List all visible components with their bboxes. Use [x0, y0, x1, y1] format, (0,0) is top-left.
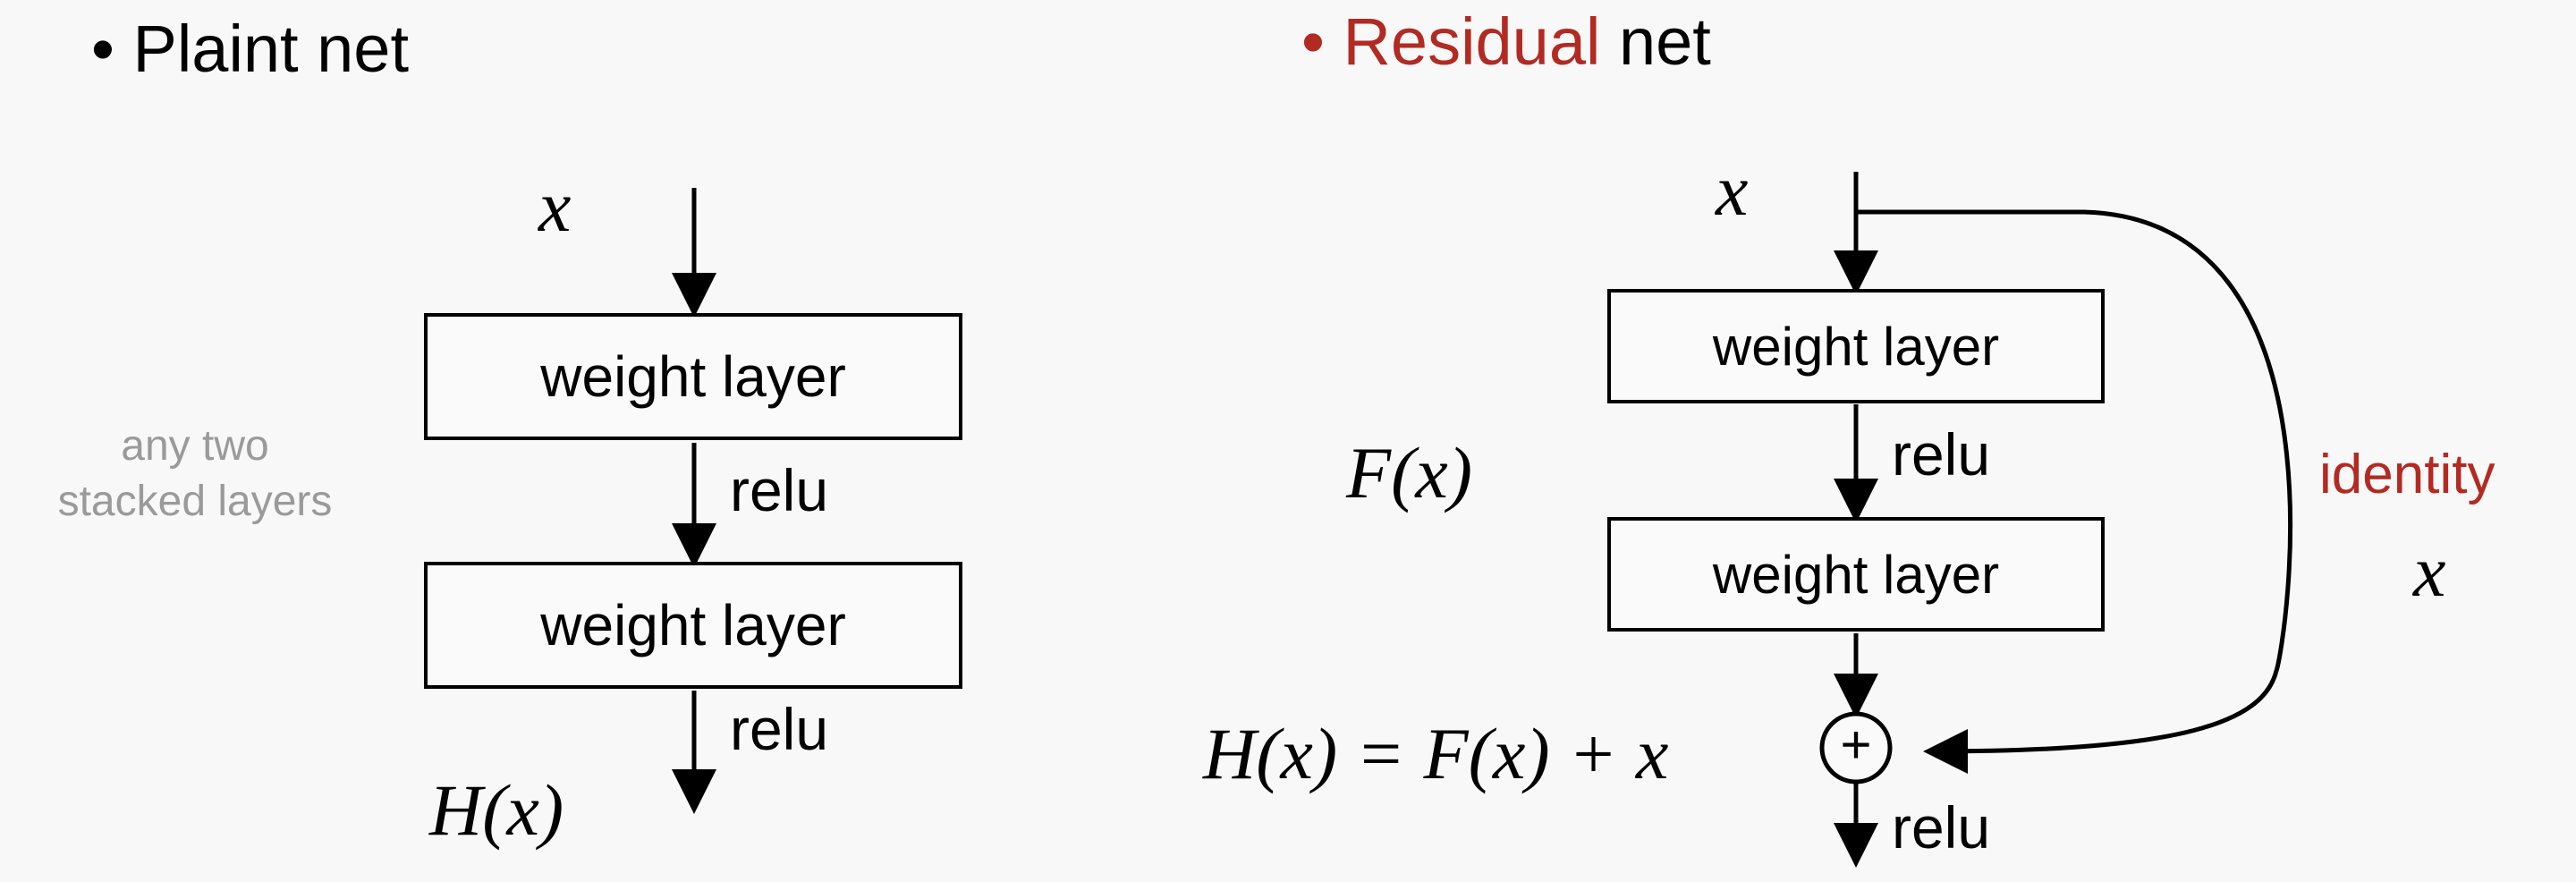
- left-note-line2: stacked layers: [57, 478, 333, 526]
- identity-var: x: [2413, 530, 2446, 612]
- left-weight-layer-2: weight layer: [424, 562, 962, 689]
- right-title-rest: net: [1619, 4, 1711, 79]
- right-title-accent: Residual: [1343, 4, 1601, 79]
- right-relu-out: relu: [1892, 794, 1991, 861]
- left-bullet: •: [91, 12, 114, 86]
- function-label: F(x): [1346, 432, 1473, 513]
- left-stacked-note: any two stacked layers: [34, 419, 356, 530]
- residual-equation: H(x) = F(x) + x: [1203, 713, 1669, 794]
- right-title: • Residual net: [1301, 9, 1711, 75]
- left-weight-layer-1: weight layer: [424, 313, 962, 440]
- left-input-label: x: [538, 165, 572, 247]
- left-note-line1: any two: [121, 422, 269, 470]
- left-output-label: H(x): [429, 769, 564, 851]
- left-title-text: Plaint net: [132, 12, 410, 86]
- left-title: • Plaint net: [91, 16, 409, 82]
- right-weight-layer-2: weight layer: [1607, 517, 2105, 632]
- right-bullet: •: [1301, 4, 1325, 79]
- identity-shortcut-path: [1856, 209, 2292, 774]
- right-input-label: x: [1716, 149, 1749, 231]
- right-weight-layer-1: weight layer: [1607, 289, 2105, 403]
- left-relu-1: relu: [730, 457, 829, 523]
- sum-node-icon: [1819, 711, 1893, 784]
- sum-plus: +: [1840, 715, 1872, 775]
- left-relu-2: relu: [730, 696, 829, 762]
- right-relu-1: relu: [1892, 421, 1991, 488]
- identity-label: identity: [2319, 444, 2496, 505]
